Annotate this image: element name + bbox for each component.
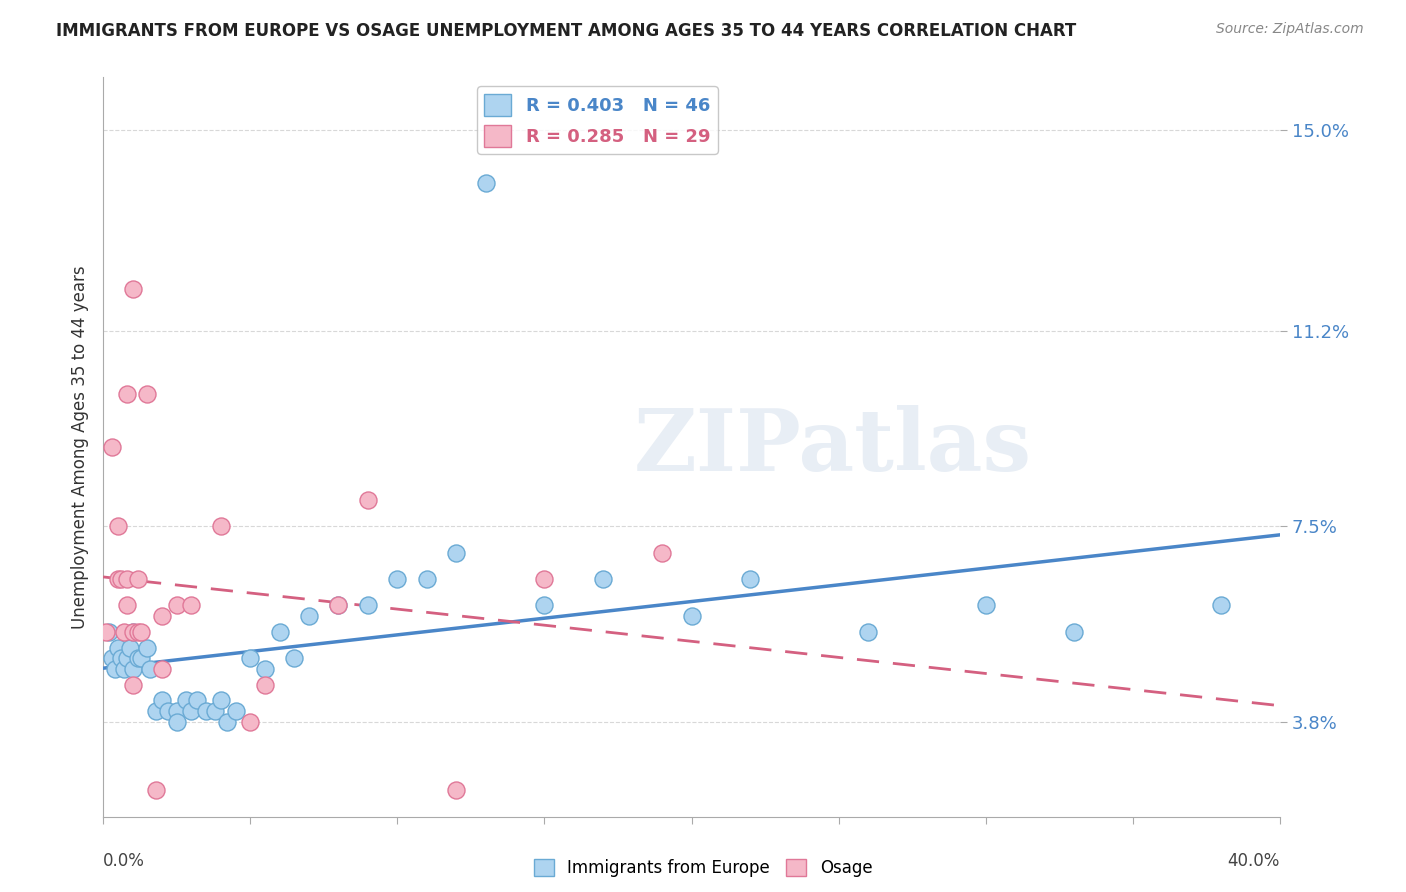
Immigrants from Europe: [110, 651, 132, 665]
Immigrants from Europe: [195, 704, 218, 718]
Text: Source: ZipAtlas.com: Source: ZipAtlas.com: [1216, 22, 1364, 37]
Osage: [651, 545, 673, 559]
Osage: [115, 387, 138, 401]
Osage: [115, 599, 138, 613]
Immigrants from Europe: [225, 704, 247, 718]
Osage: [328, 599, 350, 613]
Osage: [121, 624, 143, 639]
Osage: [101, 440, 124, 454]
Immigrants from Europe: [533, 599, 555, 613]
Osage: [127, 572, 149, 586]
Immigrants from Europe: [145, 704, 167, 718]
Immigrants from Europe: [180, 704, 202, 718]
Immigrants from Europe: [101, 651, 124, 665]
Immigrants from Europe: [112, 662, 135, 676]
Osage: [107, 519, 129, 533]
Text: 40.0%: 40.0%: [1227, 852, 1279, 871]
Immigrants from Europe: [166, 704, 188, 718]
Immigrants from Europe: [156, 704, 179, 718]
Osage: [180, 599, 202, 613]
Text: ZIPatlas: ZIPatlas: [634, 405, 1032, 489]
Immigrants from Europe: [740, 572, 762, 586]
Immigrants from Europe: [107, 640, 129, 655]
Osage: [253, 677, 276, 691]
Immigrants from Europe: [357, 599, 380, 613]
Immigrants from Europe: [186, 693, 208, 707]
Osage: [110, 572, 132, 586]
Immigrants from Europe: [115, 651, 138, 665]
Legend: R = 0.403   N = 46, R = 0.285   N = 29: R = 0.403 N = 46, R = 0.285 N = 29: [477, 87, 717, 154]
Immigrants from Europe: [127, 651, 149, 665]
Immigrants from Europe: [283, 651, 305, 665]
Immigrants from Europe: [592, 572, 614, 586]
Immigrants from Europe: [139, 662, 162, 676]
Immigrants from Europe: [166, 714, 188, 729]
Osage: [150, 608, 173, 623]
Immigrants from Europe: [974, 599, 997, 613]
Immigrants from Europe: [104, 662, 127, 676]
Immigrants from Europe: [150, 693, 173, 707]
Osage: [209, 519, 232, 533]
Osage: [533, 572, 555, 586]
Legend: Immigrants from Europe, Osage: Immigrants from Europe, Osage: [527, 852, 879, 884]
Immigrants from Europe: [215, 714, 238, 729]
Immigrants from Europe: [118, 640, 141, 655]
Osage: [121, 677, 143, 691]
Osage: [444, 783, 467, 797]
Immigrants from Europe: [444, 545, 467, 559]
Immigrants from Europe: [298, 608, 321, 623]
Immigrants from Europe: [121, 624, 143, 639]
Osage: [127, 624, 149, 639]
Osage: [112, 624, 135, 639]
Immigrants from Europe: [856, 624, 879, 639]
Osage: [121, 282, 143, 296]
Osage: [107, 572, 129, 586]
Osage: [136, 387, 159, 401]
Immigrants from Europe: [269, 624, 291, 639]
Immigrants from Europe: [209, 693, 232, 707]
Osage: [94, 624, 117, 639]
Immigrants from Europe: [239, 651, 262, 665]
Immigrants from Europe: [136, 640, 159, 655]
Osage: [115, 572, 138, 586]
Osage: [145, 783, 167, 797]
Osage: [166, 599, 188, 613]
Immigrants from Europe: [1209, 599, 1232, 613]
Immigrants from Europe: [253, 662, 276, 676]
Immigrants from Europe: [416, 572, 439, 586]
Immigrants from Europe: [681, 608, 703, 623]
Immigrants from Europe: [1063, 624, 1085, 639]
Y-axis label: Unemployment Among Ages 35 to 44 years: Unemployment Among Ages 35 to 44 years: [72, 265, 89, 629]
Immigrants from Europe: [131, 651, 153, 665]
Immigrants from Europe: [174, 693, 197, 707]
Immigrants from Europe: [474, 176, 496, 190]
Immigrants from Europe: [204, 704, 226, 718]
Osage: [150, 662, 173, 676]
Text: 0.0%: 0.0%: [103, 852, 145, 871]
Immigrants from Europe: [121, 662, 143, 676]
Immigrants from Europe: [387, 572, 409, 586]
Text: IMMIGRANTS FROM EUROPE VS OSAGE UNEMPLOYMENT AMONG AGES 35 TO 44 YEARS CORRELATI: IMMIGRANTS FROM EUROPE VS OSAGE UNEMPLOY…: [56, 22, 1077, 40]
Osage: [239, 714, 262, 729]
Osage: [357, 492, 380, 507]
Osage: [131, 624, 153, 639]
Immigrants from Europe: [328, 599, 350, 613]
Immigrants from Europe: [98, 624, 121, 639]
